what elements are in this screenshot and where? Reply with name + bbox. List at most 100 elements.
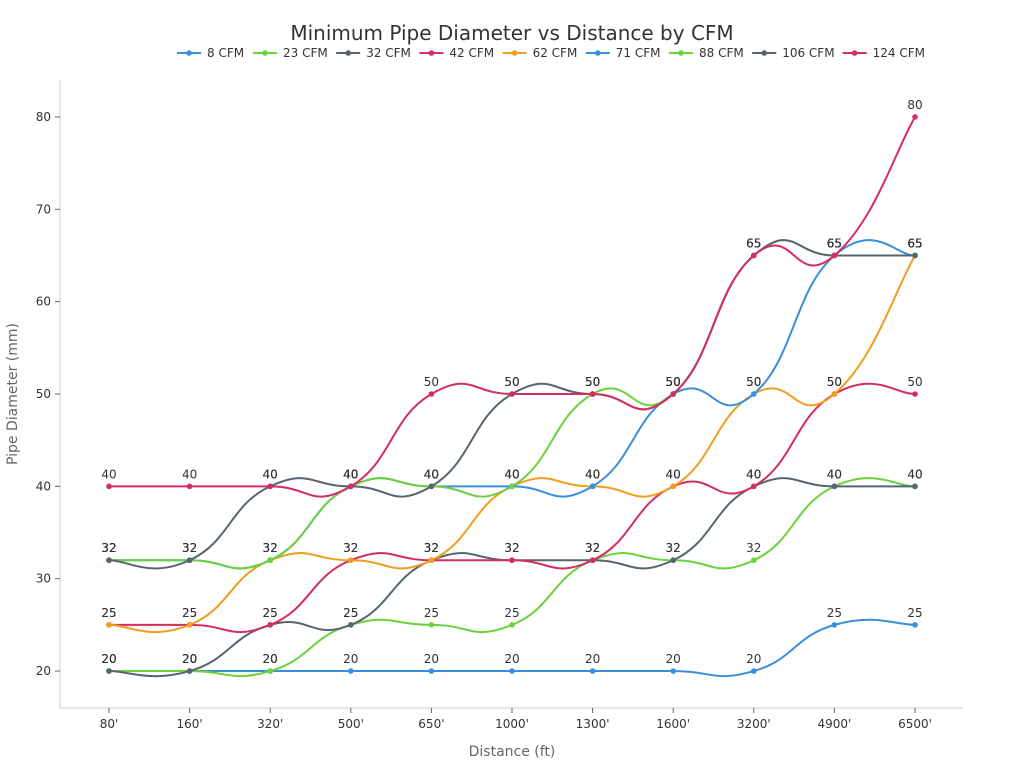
y-axis-title: Pipe Diameter (mm): [5, 323, 21, 465]
data-label-23-cfm: 32: [666, 541, 681, 555]
legend-label-88-cfm: 88 CFM: [699, 46, 744, 60]
data-label-32-cfm: 40: [746, 467, 761, 481]
data-point-8-cfm: [509, 668, 515, 674]
legend-item-8-cfm[interactable]: 8 CFM: [177, 46, 244, 60]
data-label-124-cfm: 50: [504, 375, 519, 389]
data-label-23-cfm: 25: [504, 606, 519, 620]
data-label-62-cfm: 25: [101, 606, 116, 620]
x-tick-label: 1000': [495, 717, 529, 731]
legend-item-106-cfm[interactable]: 106 CFM: [752, 46, 835, 60]
data-point-106-cfm: [186, 557, 193, 564]
data-point-42-cfm: [509, 557, 515, 564]
data-label-106-cfm: 50: [666, 375, 681, 389]
data-point-124-cfm: [509, 391, 515, 397]
data-label-106-cfm: 40: [263, 467, 278, 481]
data-label-106-cfm: 32: [182, 541, 197, 555]
data-label-8-cfm: 20: [343, 652, 358, 666]
data-label-23-cfm: 20: [263, 652, 278, 666]
data-label-71-cfm: 32: [263, 541, 278, 555]
data-label-71-cfm: 40: [585, 467, 600, 481]
legend-item-62-cfm[interactable]: 62 CFM: [502, 46, 578, 60]
data-point-62-cfm: [670, 483, 676, 490]
legend-label-62-cfm: 62 CFM: [533, 46, 578, 60]
data-label-106-cfm: 40: [424, 467, 439, 481]
x-tick-label: 80': [100, 717, 119, 731]
data-label-71-cfm: 50: [666, 375, 681, 389]
data-label-23-cfm: 40: [907, 467, 922, 481]
data-label-62-cfm: 32: [263, 541, 278, 555]
data-label-62-cfm: 50: [827, 375, 842, 389]
data-label-124-cfm: 50: [666, 375, 681, 389]
legend-marker-8-cfm: [186, 50, 192, 56]
data-label-71-cfm: 65: [827, 236, 842, 250]
data-label-124-cfm: 50: [424, 375, 439, 389]
x-tick-label: 3200': [737, 717, 771, 731]
legend-label-106-cfm: 106 CFM: [782, 46, 834, 60]
series-line-106-cfm: [108, 239, 915, 570]
y-tick-label: 40: [36, 479, 51, 493]
data-point-62-cfm: [186, 622, 193, 628]
data-label-8-cfm: 25: [827, 606, 842, 620]
y-tick-label: 80: [36, 110, 51, 124]
data-label-62-cfm: 25: [182, 606, 197, 620]
series-124-cfm: [106, 114, 918, 498]
data-label-106-cfm: 32: [101, 541, 116, 555]
data-label-8-cfm: 20: [424, 652, 439, 666]
x-tick-label: 160': [176, 717, 202, 731]
series-line-88-cfm: [109, 239, 915, 570]
data-label-8-cfm: 20: [504, 652, 519, 666]
x-tick-label: 650': [418, 717, 444, 731]
data-point-124-cfm: [348, 483, 354, 490]
data-label-8-cfm: 25: [907, 606, 922, 620]
data-point-32-cfm: [912, 483, 918, 490]
data-point-23-cfm: [509, 622, 515, 628]
legend-marker-32-cfm: [345, 50, 352, 56]
data-label-42-cfm: 25: [263, 606, 278, 620]
data-label-32-cfm: 32: [504, 541, 519, 555]
legend-label-71-cfm: 71 CFM: [616, 46, 661, 60]
data-point-88-cfm: [267, 557, 274, 564]
legend-item-42-cfm[interactable]: 42 CFM: [419, 46, 494, 60]
data-point-71-cfm: [751, 391, 757, 397]
data-point-62-cfm: [428, 557, 435, 564]
data-label-42-cfm: 32: [424, 541, 439, 555]
legend-label-124-cfm: 124 CFM: [873, 46, 925, 60]
series-62-cfm: [106, 252, 918, 634]
data-label-62-cfm: 32: [343, 541, 358, 555]
data-label-88-cfm: 65: [907, 236, 922, 250]
data-label-71-cfm: 40: [343, 467, 358, 481]
data-label-32-cfm: 20: [101, 652, 116, 666]
data-point-8-cfm: [348, 668, 354, 674]
data-point-23-cfm: [428, 622, 435, 628]
legend-item-124-cfm[interactable]: 124 CFM: [842, 46, 925, 60]
data-point-62-cfm: [831, 391, 838, 397]
y-tick-label: 30: [36, 572, 51, 586]
legend-label-23-cfm: 23 CFM: [283, 46, 328, 60]
data-point-8-cfm: [589, 668, 596, 674]
legend-item-88-cfm[interactable]: 88 CFM: [669, 46, 744, 60]
data-label-124-cfm: 80: [907, 98, 922, 112]
data-label-124-cfm: 65: [827, 236, 842, 250]
data-label-88-cfm: 40: [343, 467, 358, 481]
data-point-124-cfm: [589, 391, 596, 397]
series-line-8-cfm: [108, 618, 916, 678]
data-label-124-cfm: 65: [746, 236, 761, 250]
data-label-8-cfm: 20: [182, 652, 197, 666]
legend-item-32-cfm[interactable]: 32 CFM: [336, 46, 411, 60]
data-label-106-cfm: 65: [827, 236, 842, 250]
data-point-42-cfm: [751, 483, 757, 490]
legend-marker-106-cfm: [761, 50, 767, 56]
legend-item-71-cfm[interactable]: 71 CFM: [585, 46, 661, 60]
legend[interactable]: 8 CFM 23 CFM 32 CFM 42 CFM 62 CFM 71 CFM 88 CF…: [177, 46, 925, 60]
legend-item-23-cfm[interactable]: 23 CFM: [253, 46, 328, 60]
data-label-71-cfm: 40: [504, 467, 519, 481]
data-label-88-cfm: 40: [504, 467, 519, 481]
data-label-42-cfm: 40: [666, 467, 681, 481]
data-point-62-cfm: [348, 557, 354, 564]
data-label-42-cfm: 32: [504, 541, 519, 555]
series-line-71-cfm: [109, 239, 916, 570]
series-8-cfm: [106, 618, 918, 678]
series-line-23-cfm: [108, 477, 916, 678]
data-label-32-cfm: 32: [585, 541, 600, 555]
